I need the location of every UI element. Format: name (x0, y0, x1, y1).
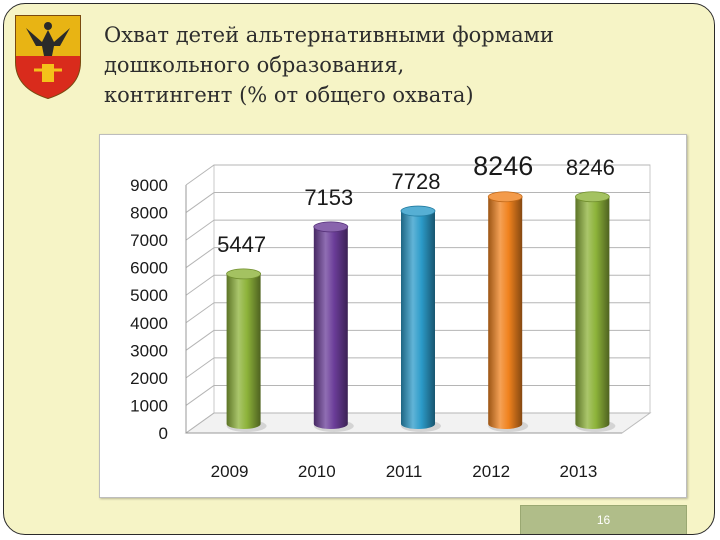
gridline-side (185, 412, 215, 434)
y-tick-label: 0 (159, 424, 168, 443)
y-tick-label: 3000 (130, 341, 168, 360)
gridline-side (185, 385, 215, 406)
coat-of-arms-icon (15, 15, 81, 100)
data-label: 8246 (566, 155, 615, 180)
data-label: 5447 (217, 232, 266, 257)
gridline-side (185, 219, 215, 241)
data-label: 7728 (392, 169, 441, 194)
chart-panel: 0 1000 2000 3000 4000 5000 6000 7000 8000 9000 544… (99, 134, 687, 498)
x-tick-label: 2010 (298, 462, 336, 481)
bar (313, 226, 348, 429)
gridline-side (185, 357, 215, 379)
y-tick-label: 6000 (130, 259, 168, 278)
bar-top (400, 205, 436, 217)
page-number: 16 (596, 513, 611, 527)
gridline-side (185, 192, 215, 213)
bar-top (487, 191, 523, 203)
slide-title: Охват детей альтернативными формами дошк… (104, 23, 554, 107)
gridline-side (185, 302, 215, 324)
bar-top (313, 221, 349, 233)
x-tick-label: 2011 (386, 462, 423, 481)
x-tick-label: 2012 (472, 462, 510, 481)
y-tick-label: 8000 (130, 204, 168, 223)
bar-top (574, 191, 610, 203)
gridline-side (185, 274, 215, 296)
bar-top (226, 268, 262, 280)
y-tick-label: 4000 (130, 314, 168, 333)
x-tick-label: 2009 (211, 462, 249, 481)
y-tick-label: 5000 (130, 286, 168, 305)
y-tick-label: 2000 (130, 369, 168, 388)
bar (488, 196, 523, 429)
data-label: 8246 (473, 151, 533, 181)
y-tick-label: 7000 (130, 231, 168, 250)
gridline-side (185, 247, 215, 269)
slide-frame: Охват детей альтернативными формами дошк… (3, 3, 715, 535)
y-tick-label: 1000 (130, 396, 168, 415)
bar (575, 196, 610, 429)
gridline-side (185, 329, 215, 351)
data-label: 7153 (304, 185, 353, 210)
page-number-box: 16 (520, 505, 687, 534)
y-tick-label: 9000 (130, 176, 168, 195)
x-tick-label: 2013 (559, 462, 597, 481)
bar (226, 273, 261, 429)
bar (401, 211, 435, 429)
bar-chart: 0 1000 2000 3000 4000 5000 6000 7000 8000 9000 544… (130, 151, 652, 481)
gridline-side (185, 164, 215, 186)
